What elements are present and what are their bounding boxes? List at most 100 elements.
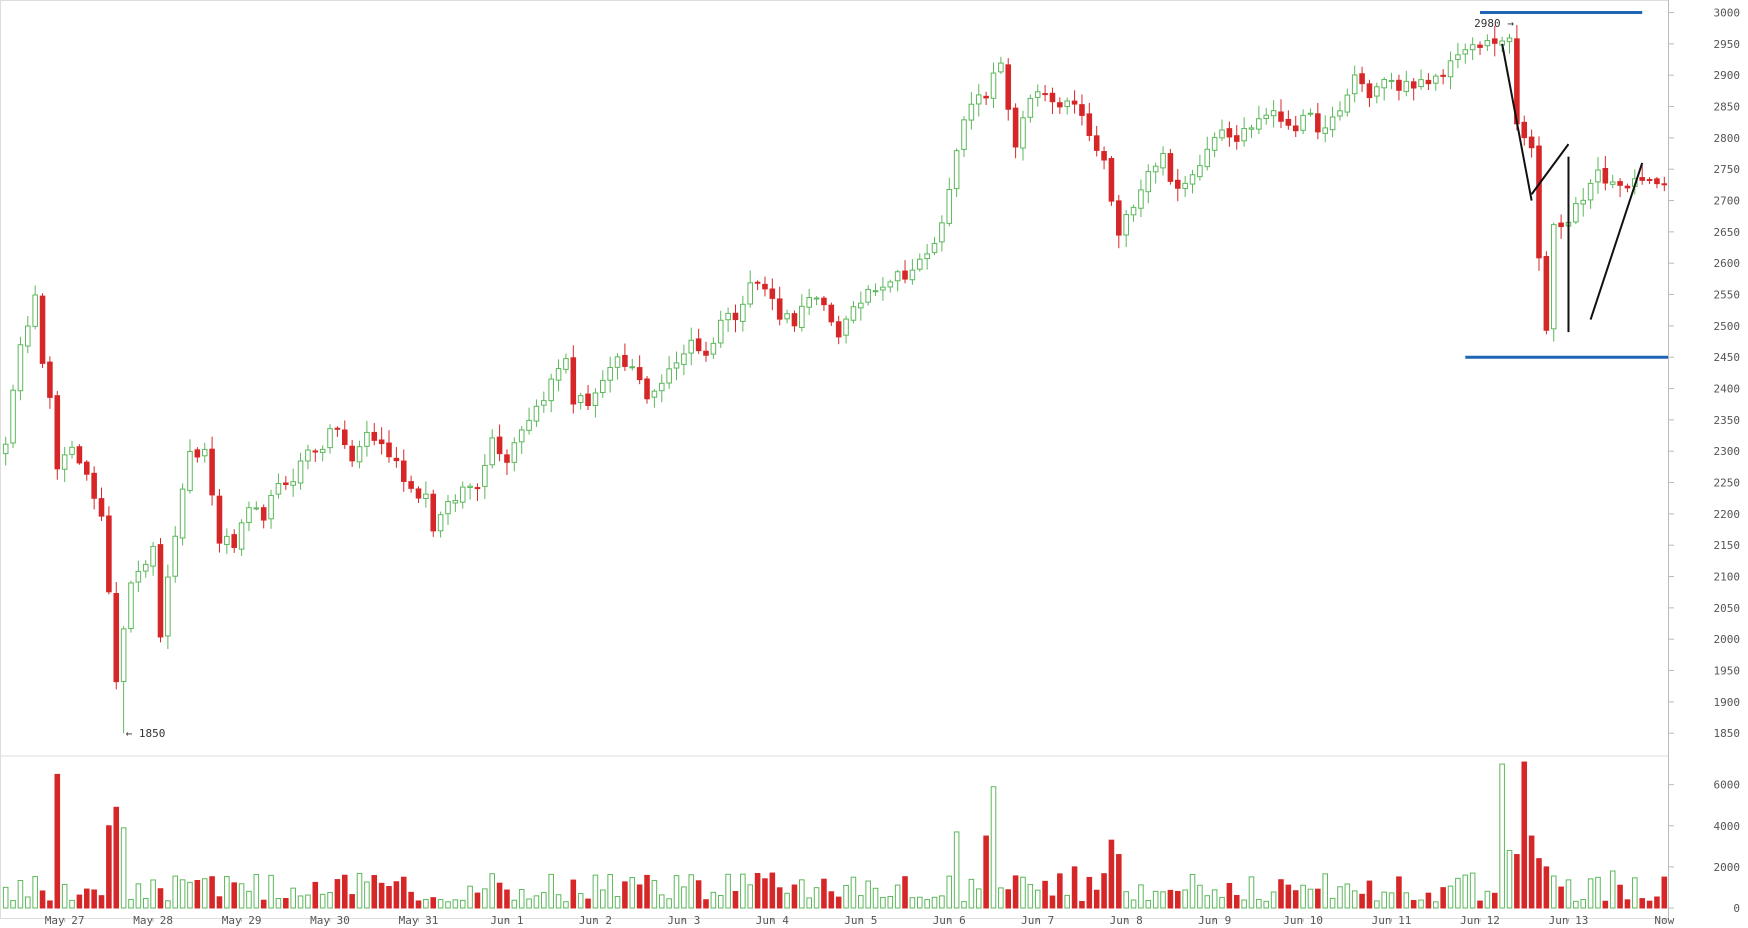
high-price-label: 2980 → — [1474, 17, 1514, 30]
candle-up — [953, 150, 960, 190]
candle-down — [1042, 93, 1048, 96]
candle-down — [1661, 183, 1668, 186]
volume-bar-down — [113, 806, 120, 909]
volume-bar-up — [843, 884, 849, 909]
candle-down — [732, 312, 739, 321]
volume-bar-up — [916, 896, 923, 909]
volume-bar-up — [526, 898, 532, 909]
volume-bar-down — [1315, 888, 1321, 909]
time-tick-label: Jun 12 — [1460, 914, 1500, 927]
candle-down — [1093, 135, 1100, 151]
volume-bar-up — [187, 881, 193, 909]
volume-bar-down — [732, 891, 739, 909]
candle-down — [1558, 222, 1564, 228]
volume-bar-up — [953, 831, 960, 909]
volume-bar-up — [1550, 875, 1557, 909]
candle-up — [887, 281, 894, 288]
candle-down — [76, 446, 83, 464]
axes: 1850 1900 1950 2000 2050 2100 2150 2200 2250 2300… — [45, 0, 1740, 927]
price-tick-label: 1850 — [1714, 727, 1741, 740]
volume-bar-down — [695, 880, 702, 909]
trend-line — [1530, 143, 1570, 195]
volume-bar-down — [754, 873, 761, 909]
volume-bar-up — [120, 827, 127, 909]
candle-down — [1521, 121, 1528, 139]
candle-up — [1573, 203, 1579, 223]
candle-up — [784, 313, 790, 320]
volume-bar-down — [1005, 889, 1012, 909]
candle-up — [1152, 165, 1159, 173]
candle-up — [1388, 79, 1395, 82]
candle-up — [61, 454, 68, 470]
time-tick-label: Jun 4 — [756, 914, 789, 927]
candle-down — [1315, 113, 1321, 133]
volume-bar-up — [275, 897, 282, 909]
volume-bar-up — [17, 879, 24, 909]
volume-bar-up — [673, 875, 680, 909]
volume-bar-down — [902, 876, 908, 909]
volume-bar-up — [1300, 884, 1306, 909]
candle-down — [54, 395, 61, 470]
volume-bar-down — [260, 899, 267, 909]
volume-bar-up — [1219, 896, 1225, 909]
volume-bar-down — [1285, 884, 1292, 909]
candle-down — [216, 495, 223, 544]
candle-up — [998, 62, 1004, 73]
volume-bar-down — [47, 900, 53, 909]
candle-up — [1130, 206, 1137, 216]
candle-down — [474, 487, 481, 490]
candle-down — [1049, 92, 1056, 103]
volume-bar-up — [1632, 877, 1638, 909]
candle-up — [25, 325, 31, 347]
candle-down — [1226, 128, 1233, 138]
volume-bar-up — [998, 887, 1004, 909]
candle-down — [1602, 167, 1609, 184]
volume-bar-down — [983, 835, 989, 909]
volume-bar-up — [1565, 879, 1572, 909]
volume-bar-up — [939, 895, 945, 909]
volume-bar-up — [872, 887, 879, 909]
volume-bar-down — [386, 886, 392, 909]
annotations: ← 1850 2980 → — [126, 11, 1668, 740]
volume-bar-down — [393, 881, 400, 909]
volume-bar-up — [32, 876, 38, 909]
candle-up — [533, 405, 540, 422]
volume-bar-up — [2, 886, 9, 909]
candle-up — [179, 488, 186, 539]
volume-bar-down — [644, 874, 650, 909]
candle-up — [1506, 37, 1513, 43]
volume-bar-down — [1425, 892, 1432, 909]
volume-bar-up — [799, 879, 805, 909]
candle-up — [1329, 116, 1336, 131]
candle-down — [1285, 118, 1292, 126]
candle-up — [17, 344, 24, 392]
candle-down — [622, 354, 628, 367]
candle-up — [1381, 79, 1387, 89]
candle-up — [939, 222, 945, 243]
volume-bar-up — [1580, 899, 1587, 909]
time-tick-label: Jun 8 — [1110, 914, 1143, 927]
candle-down — [349, 445, 355, 462]
candle-down — [415, 488, 422, 499]
candle-down — [835, 321, 842, 338]
candle-down — [91, 472, 97, 499]
volume-bar-up — [1344, 883, 1351, 909]
candle-up — [275, 482, 282, 495]
volume-bar-up — [518, 889, 525, 909]
volume-bar-up — [1307, 888, 1314, 909]
candle-up — [629, 366, 636, 369]
candle-down — [703, 350, 709, 356]
candle-up — [511, 442, 518, 463]
volume-bar-down — [496, 882, 503, 909]
candle-down — [1646, 178, 1653, 181]
candle-up — [120, 628, 127, 683]
candle-down — [821, 297, 827, 306]
candle-up — [142, 563, 149, 572]
price-tick-label: 2850 — [1714, 101, 1741, 114]
candle-up — [799, 305, 805, 328]
volume-bar-up — [1587, 878, 1594, 909]
volume-bar-down — [1602, 900, 1609, 909]
candle-down — [754, 281, 761, 284]
time-tick-label: Jun 5 — [844, 914, 877, 927]
volume-bar-down — [91, 889, 97, 909]
